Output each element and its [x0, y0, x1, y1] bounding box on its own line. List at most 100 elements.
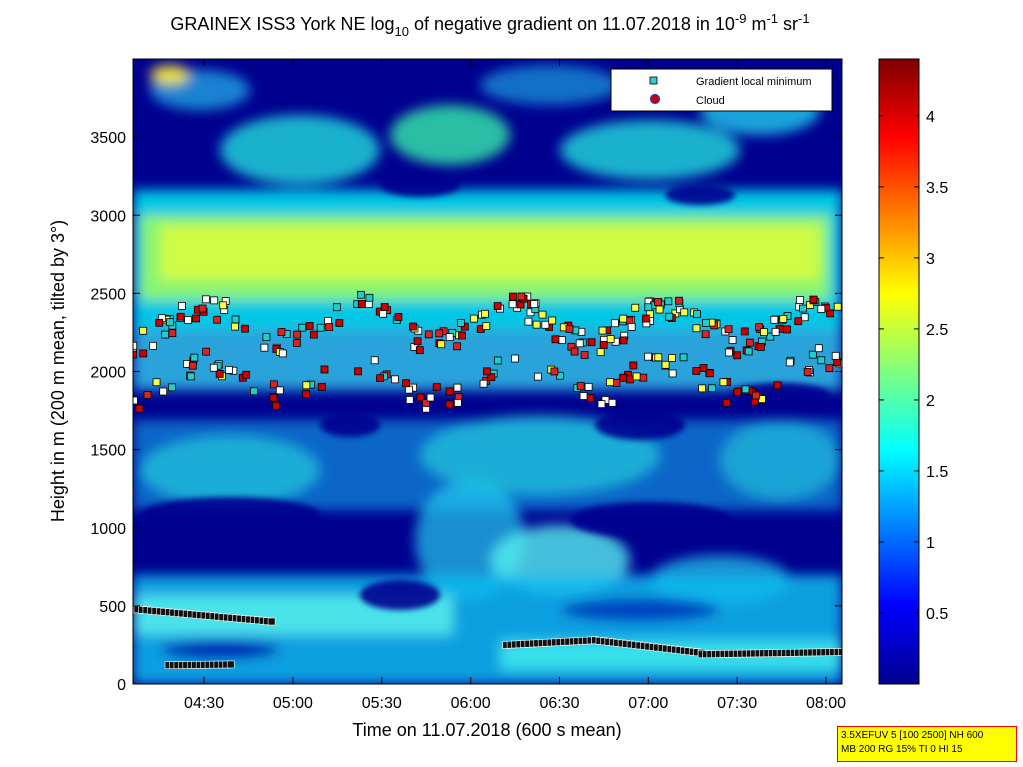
- gradient-min-marker: [565, 325, 574, 333]
- gradient-min-marker: [631, 303, 640, 312]
- layer-marker: [838, 648, 842, 656]
- y-tick-label: 3000: [90, 208, 126, 225]
- gradient-min-marker: [629, 361, 638, 370]
- x-tick-label: 04:30: [184, 695, 224, 712]
- gradient-min-marker: [187, 372, 195, 381]
- gradient-min-marker: [302, 381, 311, 390]
- gradient-min-marker: [796, 296, 804, 304]
- gradient-min-marker: [580, 351, 589, 359]
- gradient-min-marker: [733, 351, 742, 360]
- gradient-min-marker: [538, 310, 547, 319]
- gradient-min-marker: [325, 323, 334, 332]
- gradient-min-marker: [596, 348, 605, 357]
- gradient-min-marker: [133, 396, 138, 405]
- gradient-min-marker: [597, 400, 606, 409]
- x-tick-label: 08:00: [806, 695, 846, 712]
- gradient-min-marker: [541, 320, 550, 329]
- gradient-min-marker: [800, 313, 809, 322]
- gradient-min-marker: [231, 322, 239, 331]
- gradient-min-marker: [231, 315, 240, 324]
- colorbar-tick-label: 2.5: [926, 322, 948, 339]
- gradient-min-marker: [269, 393, 278, 402]
- gradient-min-marker: [432, 383, 441, 392]
- gradient-min-marker: [422, 399, 431, 407]
- gradient-min-marker: [453, 383, 462, 392]
- gradient-min-marker: [453, 398, 462, 407]
- gradient-min-marker: [626, 375, 634, 384]
- gradient-min-marker: [556, 371, 564, 380]
- gradient-min-marker: [755, 323, 764, 331]
- x-tick-label: 05:00: [273, 695, 313, 712]
- gradient-min-marker: [139, 326, 148, 335]
- gradient-min-marker: [771, 327, 780, 336]
- gradient-min-marker: [517, 292, 526, 301]
- y-tick-label: 1500: [90, 443, 126, 460]
- gradient-min-marker: [482, 322, 491, 330]
- y-axis: 0 500 1000 1500 2000 2500 3000 3500: [90, 130, 842, 694]
- gradient-min-marker: [725, 348, 733, 357]
- gradient-min-marker: [654, 298, 662, 306]
- gradient-min-marker: [188, 361, 197, 370]
- y-tick-label: 2500: [90, 286, 126, 303]
- gradient-min-marker: [598, 326, 607, 335]
- gradient-min-marker: [250, 387, 258, 396]
- gradient-min-marker: [424, 330, 433, 339]
- gradient-min-marker: [773, 381, 782, 390]
- gradient-min-marker: [176, 312, 185, 321]
- gradient-min-marker: [599, 341, 608, 349]
- info-box: 3.5XEFUV 5 [100 2500] NH 600 MB 200 RG 1…: [837, 726, 1017, 762]
- gradient-min-marker: [799, 304, 807, 313]
- gradient-min-marker: [391, 375, 399, 384]
- legend-marker-gradient-min: [649, 76, 658, 85]
- gradient-min-marker: [292, 339, 301, 347]
- gradient-min-marker: [435, 329, 444, 338]
- y-axis-label: Height in m (200 m mean, tilted by 3°): [48, 220, 68, 522]
- gradient-min-marker: [803, 367, 812, 376]
- gradient-min-marker: [741, 385, 750, 394]
- gradient-min-marker: [532, 320, 541, 329]
- gradient-min-marker: [178, 301, 186, 310]
- gradient-min-marker: [644, 303, 653, 312]
- gradient-min-marker: [278, 349, 287, 358]
- gradient-min-marker: [487, 373, 496, 382]
- gradient-min-marker: [619, 336, 628, 345]
- gradient-min-marker: [379, 309, 388, 318]
- gradient-min-marker: [745, 338, 754, 347]
- gradient-min-marker: [445, 387, 454, 396]
- gradient-min-marker: [219, 301, 228, 310]
- gradient-min-marker: [680, 308, 689, 317]
- gradient-min-marker: [655, 305, 664, 314]
- gradient-min-marker: [277, 328, 286, 336]
- gradient-min-marker: [184, 316, 193, 325]
- gradient-min-marker: [394, 313, 403, 321]
- gradient-min-marker: [508, 300, 517, 309]
- gradient-min-marker: [201, 295, 210, 304]
- gradient-min-marker: [405, 385, 413, 394]
- gradient-min-marker: [699, 364, 708, 372]
- gradient-min-marker: [209, 363, 218, 372]
- gradient-min-marker: [302, 390, 310, 399]
- layer-marker: [267, 617, 276, 626]
- gradient-min-marker: [817, 356, 826, 365]
- gradient-min-marker: [675, 296, 683, 305]
- x-tick-label: 07:30: [717, 695, 757, 712]
- gradient-min-marker: [752, 391, 760, 400]
- gradient-min-marker: [511, 354, 519, 363]
- gradient-min-marker: [740, 327, 749, 336]
- gradient-min-marker: [316, 323, 325, 332]
- colorbar: 0.5 1 1.5 2 2.5 3 3.5 4: [878, 58, 948, 685]
- gradient-min-marker: [152, 378, 161, 387]
- gradient-min-marker: [808, 350, 817, 359]
- gradient-min-marker: [644, 352, 652, 361]
- gradient-min-marker: [701, 330, 710, 339]
- gradient-min-marker: [356, 290, 365, 299]
- gradient-min-marker: [135, 404, 144, 413]
- gradient-min-marker: [551, 335, 560, 344]
- gradient-min-marker: [262, 333, 271, 342]
- info-line-2: MB 200 RG 15% TI 0 HI 15: [841, 744, 963, 755]
- gradient-min-marker: [426, 393, 435, 402]
- y-tick-label: 0: [117, 677, 126, 694]
- gradient-min-marker: [493, 356, 502, 365]
- gradient-min-marker: [166, 318, 174, 327]
- gradient-min-marker: [168, 329, 177, 338]
